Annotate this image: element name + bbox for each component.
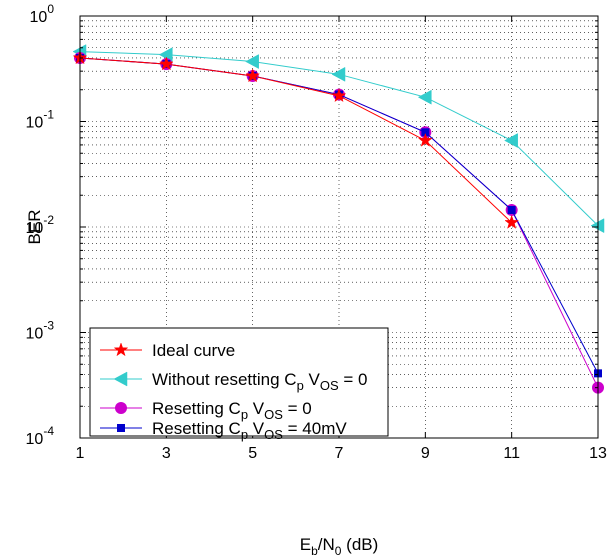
series-layer (72, 44, 605, 394)
data-point-ideal (417, 132, 433, 147)
legend-marker (115, 402, 127, 414)
y-tick-label: 10-3 (26, 319, 55, 343)
y-tick-label: 10-2 (26, 213, 55, 237)
data-point-without_reset (245, 54, 259, 69)
data-point-reset_40 (421, 128, 430, 137)
y-tick-label: 100 (30, 2, 55, 26)
series-line-ideal (79, 57, 513, 223)
legend-entry-ideal: Ideal curve (100, 341, 235, 360)
data-point-without_reset (417, 89, 432, 105)
x-tick-label: 9 (421, 445, 430, 462)
data-point-ideal (331, 88, 347, 103)
data-point-ideal (504, 214, 520, 229)
series-ideal (72, 50, 520, 229)
y-tick-label: 10-4 (26, 424, 55, 448)
legend-marker (113, 371, 128, 387)
legend-label: Ideal curve (152, 341, 235, 360)
data-point-ideal (245, 68, 261, 83)
x-tick-label: 11 (503, 445, 520, 462)
legend-marker (117, 424, 125, 432)
x-tick-label: 5 (248, 445, 257, 462)
data-point-reset_40 (507, 205, 516, 214)
y-tick-labels: 10-4 10-3 10-2 10-1 100 (26, 2, 55, 448)
x-tick-label: 7 (335, 445, 344, 462)
legend-entry-reset_40: Resetting Cp VOS = 40mV (100, 419, 347, 442)
data-point-without_reset (331, 66, 346, 82)
legend-entry-reset_0: Resetting Cp VOS = 0 (100, 399, 312, 422)
legend: Ideal curve Without resetting Cp VOS = 0 R… (89, 327, 389, 442)
x-axis-label: Eb/N0 (dB) (300, 535, 379, 557)
y-tick-label: 10-1 (26, 108, 55, 132)
x-tick-labels: 1 3 5 7 9 11 13 (76, 445, 607, 462)
legend-entry-without_reset: Without resetting Cp VOS = 0 (100, 370, 368, 393)
x-tick-label: 13 (589, 445, 607, 462)
legend-label: Resetting Cp VOS = 0 (152, 399, 312, 422)
data-point-ideal (158, 56, 174, 71)
legend-box (89, 327, 389, 437)
legend-marker (113, 342, 129, 357)
y-axis-label: BER (25, 210, 44, 245)
legend-label: Resetting Cp VOS = 40mV (152, 419, 347, 442)
x-tick-label: 1 (76, 445, 85, 462)
data-point-without_reset (504, 133, 518, 148)
legend-label: Without resetting Cp VOS = 0 (152, 370, 368, 393)
x-tick-label: 3 (162, 445, 171, 462)
